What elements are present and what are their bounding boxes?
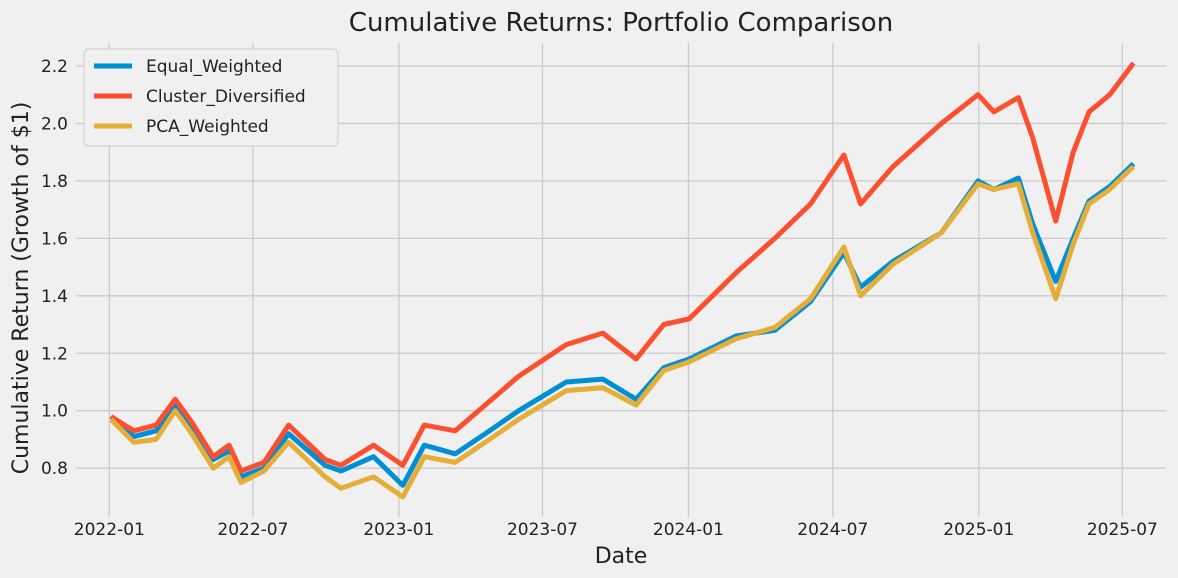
- x-tick-label: 2024-01: [653, 520, 724, 540]
- y-tick-label: 0.8: [41, 459, 68, 479]
- x-axis-label: Date: [595, 544, 648, 569]
- x-tick-label: 2025-07: [1087, 520, 1158, 540]
- y-tick-label: 1.2: [41, 344, 68, 364]
- legend-label: Equal_Weighted: [146, 57, 282, 77]
- legend-label: Cluster_Diversified: [146, 87, 306, 107]
- y-tick-label: 2.0: [41, 114, 68, 134]
- x-tick-label: 2024-07: [797, 520, 868, 540]
- x-tick-label: 2023-07: [507, 520, 578, 540]
- ticks: 0.8 1.0 1.2 1.4 1.6 1.8 2.0 2.2 2022-01 2022-07 20…: [41, 57, 1158, 540]
- series-layer: [109, 61, 1136, 500]
- y-tick-label: 1.4: [41, 287, 68, 307]
- y-tick-label: 1.8: [41, 172, 68, 192]
- series-line-cluster-diversified: [109, 61, 1136, 474]
- y-tick-label: 1.6: [41, 229, 68, 249]
- legend: Equal_Weighted Cluster_Diversified PCA_Wei…: [83, 48, 339, 147]
- legend-label: PCA_Weighted: [146, 117, 269, 137]
- y-axis-label: Cumulative Return (Growth of $1): [9, 102, 34, 475]
- y-tick-label: 2.2: [41, 57, 68, 77]
- x-tick-label: 2023-01: [363, 520, 434, 540]
- legend-box: [83, 48, 339, 147]
- x-tick-label: 2022-07: [217, 520, 288, 540]
- x-tick-label: 2025-01: [943, 520, 1014, 540]
- chart-title: Cumulative Returns: Portfolio Comparison: [349, 8, 893, 38]
- series-line-pca-weighted: [109, 164, 1136, 500]
- y-tick-label: 1.0: [41, 402, 68, 422]
- x-tick-label: 2022-01: [74, 520, 145, 540]
